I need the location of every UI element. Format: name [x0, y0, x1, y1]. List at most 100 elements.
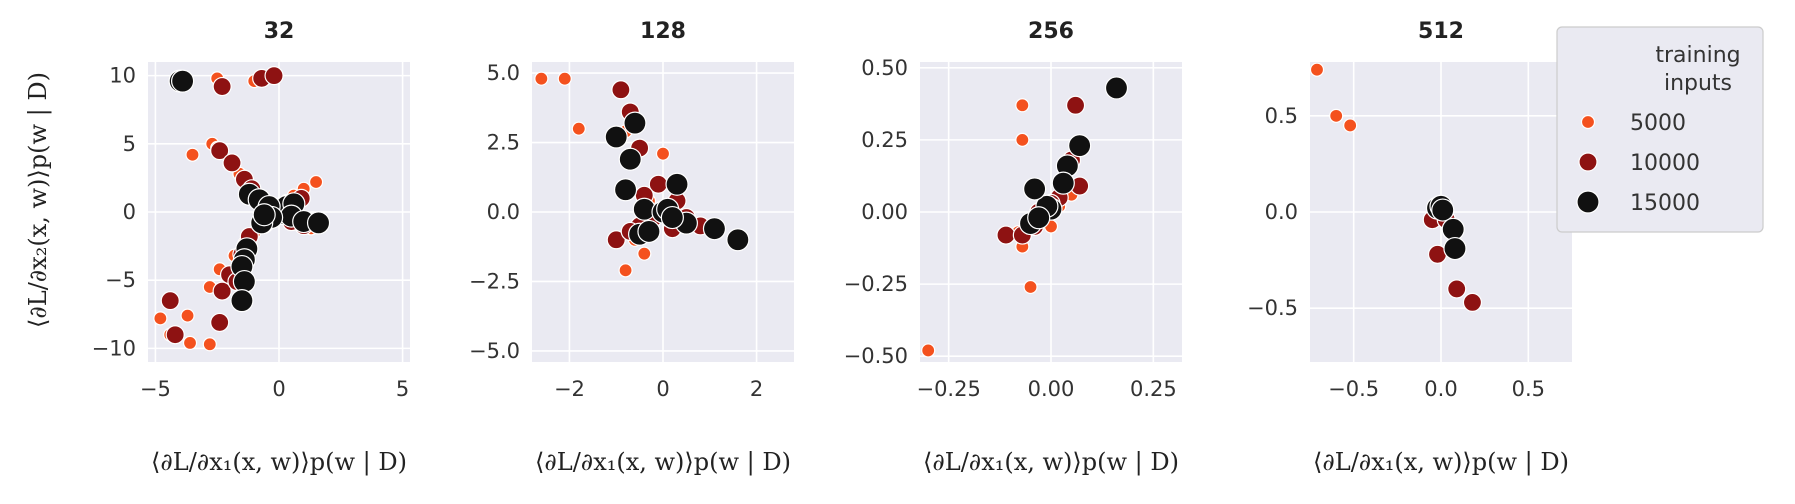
- data-point-5000: [1329, 108, 1344, 123]
- data-point-5000: [1015, 98, 1030, 113]
- x-axis-label: ⟨∂L/∂x₁(x, w)⟩p(w | D): [1313, 448, 1569, 477]
- legend-label: 15000: [1630, 191, 1700, 216]
- data-point-15000: [604, 125, 628, 149]
- data-point-15000: [232, 269, 256, 294]
- data-point-10000: [210, 141, 230, 161]
- data-point-15000: [1443, 236, 1467, 261]
- y-tick-label: −2.5: [469, 269, 520, 293]
- data-point-10000: [222, 153, 242, 173]
- legend-marker: [1576, 190, 1600, 214]
- legend-marker: [1580, 114, 1596, 130]
- y-axis-label: ⟨∂L/∂x₂(x, w)⟩p(w | D): [24, 72, 53, 328]
- data-point-5000: [571, 121, 586, 136]
- y-tick-label: 10: [109, 64, 136, 88]
- data-point-10000: [264, 66, 284, 86]
- data-point-5000: [1309, 62, 1325, 77]
- data-point-15000: [726, 228, 750, 252]
- y-tick-label: −10: [92, 336, 136, 360]
- data-point-5000: [534, 71, 549, 86]
- x-tick-label: 0.25: [1130, 377, 1177, 401]
- y-tick-label: −0.25: [844, 272, 908, 296]
- x-axis-label: ⟨∂L/∂x₁(x, w)⟩p(w | D): [535, 448, 791, 477]
- legend-entry-10000: 10000: [1578, 151, 1700, 176]
- data-point-15000: [252, 203, 276, 227]
- data-point-15000: [1023, 177, 1047, 201]
- x-tick-label: 0: [656, 377, 669, 401]
- data-point-5000: [185, 147, 200, 162]
- x-axis-label: ⟨∂L/∂x₁(x, w)⟩p(w | D): [923, 448, 1179, 477]
- data-point-5000: [1015, 132, 1030, 147]
- x-tick-label: 0.00: [1028, 377, 1075, 401]
- data-point-10000: [1447, 279, 1467, 299]
- panel-title: 128: [640, 19, 686, 44]
- data-point-15000: [306, 211, 331, 235]
- panel-title: 512: [1418, 19, 1464, 44]
- panel-title: 32: [264, 19, 295, 44]
- y-tick-label: 0.0: [487, 200, 520, 224]
- scatter-panel-512: −0.5 0.0 0.5 −0.5 0.0 0.5 512 ⟨∂L/∂x₁(x, w)⟩p(w…: [1247, 19, 1572, 477]
- data-point-10000: [606, 230, 626, 250]
- data-point-15000: [1051, 171, 1075, 195]
- x-tick-label: 2: [750, 377, 763, 401]
- svg-text:⟨∂L/∂x₂(x, w)⟩p(w | D): ⟨∂L/∂x₂(x, w)⟩p(w | D): [24, 72, 53, 328]
- y-tick-label: 0.5: [1265, 104, 1298, 128]
- legend-title-line2: inputs: [1664, 71, 1732, 96]
- y-tick-label: −0.50: [844, 344, 908, 368]
- y-tick-label: 5: [123, 132, 136, 156]
- data-point-15000: [171, 69, 195, 93]
- legend-label: 10000: [1630, 151, 1700, 176]
- data-point-15000: [660, 205, 684, 230]
- legend-box: [1556, 26, 1764, 233]
- data-point-5000: [182, 335, 198, 351]
- x-tick-label: −0.25: [916, 377, 980, 401]
- data-point-15000: [1027, 206, 1051, 230]
- data-point-10000: [160, 291, 180, 311]
- data-point-10000: [611, 80, 631, 100]
- y-tick-label: 0: [123, 200, 136, 224]
- y-tick-label: 5.0: [487, 61, 520, 85]
- legend-marker: [1578, 152, 1598, 172]
- data-point-15000: [230, 289, 254, 313]
- data-point-10000: [165, 325, 185, 345]
- data-point-5000: [1343, 118, 1358, 133]
- data-point-5000: [557, 71, 572, 86]
- data-point-15000: [1431, 198, 1455, 222]
- x-tick-label: 0.0: [1424, 377, 1457, 401]
- data-point-15000: [1068, 134, 1092, 158]
- data-point-5000: [180, 308, 195, 323]
- x-axis-label: ⟨∂L/∂x₁(x, w)⟩p(w | D): [151, 448, 407, 477]
- legend-entry-15000: 15000: [1576, 190, 1700, 216]
- y-tick-label: −5: [105, 268, 136, 292]
- y-tick-label: −0.5: [1247, 296, 1298, 320]
- data-point-15000: [613, 178, 638, 202]
- data-point-15000: [665, 172, 689, 196]
- data-point-15000: [1441, 217, 1465, 241]
- legend-entry-5000: 5000: [1580, 111, 1686, 136]
- data-point-5000: [655, 146, 671, 161]
- data-point-15000: [1104, 76, 1129, 100]
- y-tick-label: 0.25: [861, 128, 908, 152]
- x-tick-label: −5: [140, 377, 171, 401]
- scatter-panel-256: −0.25 0.00 0.25 −0.50 −0.25 0.00 0.25 0.50 256 ⟨∂…: [844, 19, 1182, 477]
- y-tick-label: 0.50: [861, 56, 908, 80]
- x-tick-label: −0.5: [1328, 377, 1379, 401]
- panel-title: 256: [1028, 19, 1074, 44]
- y-tick-label: 0.00: [861, 200, 908, 224]
- data-point-5000: [153, 311, 168, 326]
- data-point-5000: [618, 263, 633, 278]
- legend-label: 5000: [1630, 111, 1686, 136]
- x-tick-label: 0: [272, 377, 285, 401]
- data-point-15000: [618, 147, 642, 171]
- data-point-5000: [637, 246, 652, 261]
- y-tick-label: 2.5: [487, 131, 520, 155]
- data-point-5000: [308, 174, 324, 190]
- data-point-10000: [212, 281, 232, 301]
- data-point-10000: [1065, 95, 1086, 115]
- x-tick-label: −2: [554, 377, 585, 401]
- data-point-15000: [637, 219, 661, 244]
- scatter-panel-128: −2 0 2 −5.0 −2.5 0.0 2.5 5.0 128 ⟨∂L/∂x₁(x, w)⟩p(…: [469, 19, 794, 477]
- x-tick-label: 5: [396, 377, 409, 401]
- y-tick-label: −5.0: [469, 339, 520, 363]
